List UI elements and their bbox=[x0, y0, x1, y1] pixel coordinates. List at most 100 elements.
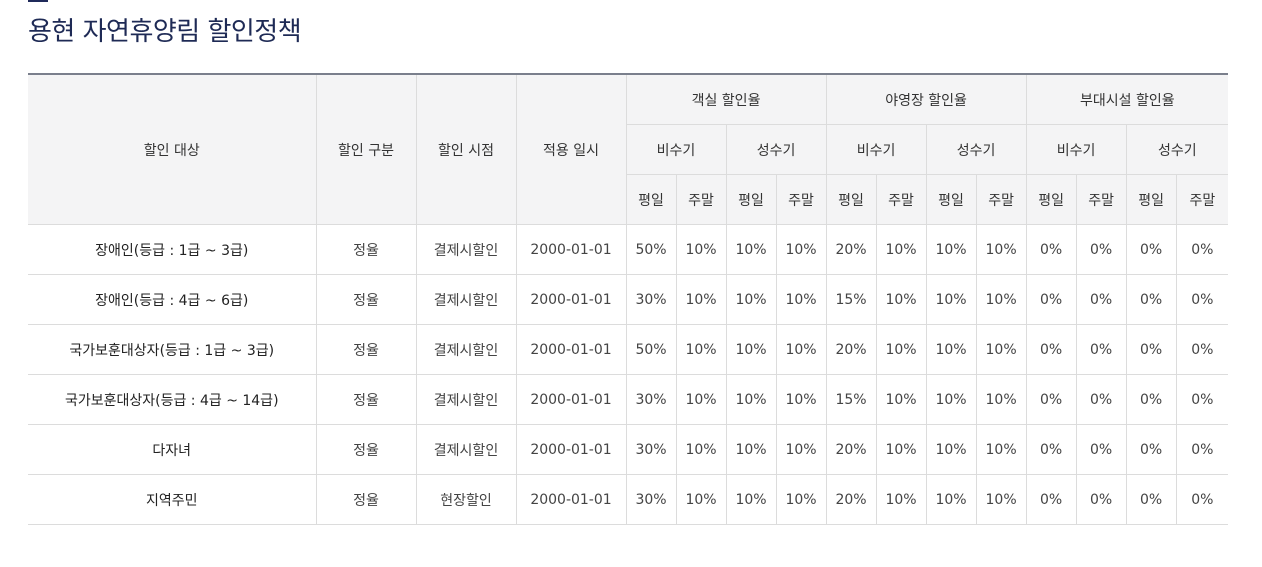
timing-cell: 결제시할인 bbox=[415, 424, 517, 475]
rate-cell: 0% bbox=[1025, 374, 1077, 425]
rate-cell: 0% bbox=[1125, 474, 1177, 525]
header-group-camping: 야영장 할인율 bbox=[825, 73, 1027, 125]
table-row: 지역주민 정율 현장할인 2000-01-01 30% 10% 10% 10% 20% 10% 10… bbox=[28, 474, 1229, 525]
rate-cell: 0% bbox=[1125, 274, 1177, 325]
rate-cell: 10% bbox=[775, 474, 827, 525]
rate-cell: 10% bbox=[925, 224, 977, 275]
table-row: 국가보훈대상자(등급 : 4급 ~ 14급) 정율 결제시할인 2000-01-01 3… bbox=[28, 374, 1229, 425]
table-row: 국가보훈대상자(등급 : 1급 ~ 3급) 정율 결제시할인 2000-01-01 50… bbox=[28, 324, 1229, 375]
rate-cell: 10% bbox=[975, 324, 1027, 375]
date-cell: 2000-01-01 bbox=[515, 324, 627, 375]
rate-cell: 10% bbox=[775, 324, 827, 375]
rate-cell: 0% bbox=[1075, 324, 1127, 375]
timing-cell: 결제시할인 bbox=[415, 374, 517, 425]
rate-cell: 20% bbox=[825, 424, 877, 475]
rate-cell: 10% bbox=[875, 424, 927, 475]
header-day: 주말 bbox=[875, 174, 927, 225]
rate-cell: 0% bbox=[1025, 474, 1077, 525]
table-header: 할인 대상 할인 구분 할인 시점 적용 일시 객실 할인율 야영장 할인율 부… bbox=[28, 73, 1229, 225]
rate-cell: 0% bbox=[1075, 424, 1127, 475]
rate-cell: 0% bbox=[1075, 224, 1127, 275]
rate-cell: 0% bbox=[1025, 424, 1077, 475]
header-season: 성수기 bbox=[725, 124, 827, 175]
type-cell: 정율 bbox=[315, 324, 417, 375]
rate-cell: 10% bbox=[975, 424, 1027, 475]
rate-cell: 50% bbox=[625, 324, 677, 375]
rate-cell: 0% bbox=[1025, 274, 1077, 325]
rate-cell: 10% bbox=[925, 324, 977, 375]
type-cell: 정율 bbox=[315, 474, 417, 525]
header-timing: 할인 시점 bbox=[415, 73, 517, 225]
rate-cell: 20% bbox=[825, 474, 877, 525]
rate-cell: 30% bbox=[625, 374, 677, 425]
rate-cell: 10% bbox=[925, 424, 977, 475]
rate-cell: 10% bbox=[875, 474, 927, 525]
header-day: 평일 bbox=[925, 174, 977, 225]
rate-cell: 0% bbox=[1125, 324, 1177, 375]
rate-cell: 10% bbox=[675, 224, 727, 275]
rate-cell: 10% bbox=[875, 324, 927, 375]
rate-cell: 0% bbox=[1175, 324, 1229, 375]
rate-cell: 10% bbox=[675, 274, 727, 325]
header-target: 할인 대상 bbox=[28, 73, 317, 225]
rate-cell: 50% bbox=[625, 224, 677, 275]
date-cell: 2000-01-01 bbox=[515, 474, 627, 525]
rate-cell: 0% bbox=[1175, 424, 1229, 475]
date-cell: 2000-01-01 bbox=[515, 224, 627, 275]
date-cell: 2000-01-01 bbox=[515, 424, 627, 475]
rate-cell: 10% bbox=[775, 374, 827, 425]
rate-cell: 10% bbox=[675, 474, 727, 525]
header-day: 평일 bbox=[725, 174, 777, 225]
rate-cell: 10% bbox=[675, 324, 727, 375]
rate-cell: 15% bbox=[825, 274, 877, 325]
header-day: 주말 bbox=[1075, 174, 1127, 225]
timing-cell: 결제시할인 bbox=[415, 324, 517, 375]
timing-cell: 현장할인 bbox=[415, 474, 517, 525]
header-group-room: 객실 할인율 bbox=[625, 73, 827, 125]
rate-cell: 0% bbox=[1125, 374, 1177, 425]
rate-cell: 0% bbox=[1075, 374, 1127, 425]
rate-cell: 0% bbox=[1025, 324, 1077, 375]
rate-cell: 0% bbox=[1175, 374, 1229, 425]
rate-cell: 10% bbox=[725, 374, 777, 425]
header-day: 평일 bbox=[1025, 174, 1077, 225]
rate-cell: 0% bbox=[1075, 474, 1127, 525]
rate-cell: 10% bbox=[775, 274, 827, 325]
target-cell: 국가보훈대상자(등급 : 1급 ~ 3급) bbox=[28, 324, 317, 375]
header-type: 할인 구분 bbox=[315, 73, 417, 225]
header-season: 비수기 bbox=[1025, 124, 1127, 175]
target-cell: 다자녀 bbox=[28, 424, 317, 475]
rate-cell: 0% bbox=[1175, 224, 1229, 275]
rate-cell: 30% bbox=[625, 424, 677, 475]
rate-cell: 10% bbox=[725, 324, 777, 375]
rate-cell: 10% bbox=[925, 274, 977, 325]
header-group-facility: 부대시설 할인율 bbox=[1025, 73, 1229, 125]
rate-cell: 30% bbox=[625, 274, 677, 325]
header-day: 평일 bbox=[1125, 174, 1177, 225]
discount-policy-table: 할인 대상 할인 구분 할인 시점 적용 일시 객실 할인율 야영장 할인율 부… bbox=[28, 73, 1229, 525]
table-row: 다자녀 정율 결제시할인 2000-01-01 30% 10% 10% 10% 20% 10% 10… bbox=[28, 424, 1229, 475]
rate-cell: 15% bbox=[825, 374, 877, 425]
header-season: 성수기 bbox=[925, 124, 1027, 175]
title-accent-line bbox=[28, 0, 48, 2]
rate-cell: 20% bbox=[825, 324, 877, 375]
date-cell: 2000-01-01 bbox=[515, 274, 627, 325]
type-cell: 정율 bbox=[315, 224, 417, 275]
header-day: 주말 bbox=[975, 174, 1027, 225]
rate-cell: 10% bbox=[925, 374, 977, 425]
date-cell: 2000-01-01 bbox=[515, 374, 627, 425]
rate-cell: 0% bbox=[1125, 424, 1177, 475]
target-cell: 장애인(등급 : 1급 ~ 3급) bbox=[28, 224, 317, 275]
rate-cell: 10% bbox=[775, 224, 827, 275]
header-season: 성수기 bbox=[1125, 124, 1229, 175]
rate-cell: 10% bbox=[925, 474, 977, 525]
rate-cell: 0% bbox=[1175, 274, 1229, 325]
rate-cell: 10% bbox=[675, 374, 727, 425]
rate-cell: 0% bbox=[1025, 224, 1077, 275]
target-cell: 지역주민 bbox=[28, 474, 317, 525]
rate-cell: 10% bbox=[975, 224, 1027, 275]
target-cell: 장애인(등급 : 4급 ~ 6급) bbox=[28, 274, 317, 325]
type-cell: 정율 bbox=[315, 274, 417, 325]
rate-cell: 10% bbox=[675, 424, 727, 475]
